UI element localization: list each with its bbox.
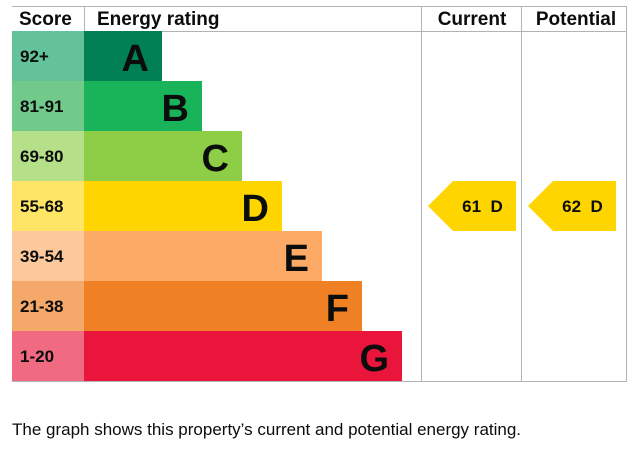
band-bar	[84, 181, 282, 231]
band-bar	[84, 231, 322, 281]
band-letter: D	[242, 188, 269, 230]
band-g: 1-20 G	[12, 331, 402, 381]
band-score-cell	[12, 131, 84, 181]
rating-markers: 61 D 62 D	[428, 181, 616, 231]
band-f: 21-38 F	[12, 281, 362, 331]
band-letter: A	[122, 38, 149, 80]
potential-marker-label: 62 D	[562, 197, 603, 216]
band-score-label: 21-38	[20, 297, 63, 316]
band-d: 55-68 D	[12, 181, 282, 231]
band-letter: E	[284, 238, 309, 280]
band-score-label: 39-54	[20, 247, 64, 266]
epc-chart: Score Energy rating Current Potential 92…	[12, 6, 627, 382]
current-rating-marker: 61 D	[428, 181, 516, 231]
header-score: Score	[19, 9, 72, 30]
band-score-label: 81-91	[20, 97, 63, 116]
band-score-cell	[12, 181, 84, 231]
band-score-label: 69-80	[20, 147, 63, 166]
band-letter: F	[326, 288, 349, 330]
band-letter: G	[359, 338, 389, 380]
potential-rating-marker: 62 D	[528, 181, 616, 231]
band-bar	[84, 31, 162, 81]
header-energy-rating: Energy rating	[97, 9, 219, 30]
band-letter: C	[202, 138, 229, 180]
header-current: Current	[438, 9, 507, 30]
band-score-label: 92+	[20, 47, 49, 66]
band-c: 69-80 C	[12, 131, 242, 181]
band-score-cell	[12, 331, 84, 381]
current-marker-arrow	[428, 181, 516, 231]
band-score-cell	[12, 81, 84, 131]
chart-caption: The graph shows this property’s current …	[12, 420, 522, 439]
band-score-cell	[12, 231, 84, 281]
potential-marker-arrow	[528, 181, 616, 231]
band-e: 39-54 E	[12, 231, 322, 281]
band-score-cell	[12, 31, 84, 81]
band-score-cell	[12, 281, 84, 331]
band-a: 92+ A	[12, 31, 162, 81]
band-bar	[84, 131, 242, 181]
rating-bands: 92+ A 81-91 B 69-80 C 55-68 D 39-54 E 21-38 F 1-20 G	[12, 31, 402, 381]
band-score-label: 55-68	[20, 197, 63, 216]
band-score-label: 1-20	[20, 347, 54, 366]
band-bar	[84, 281, 362, 331]
band-letter: B	[162, 88, 189, 130]
current-marker-label: 61 D	[462, 197, 503, 216]
band-bar	[84, 331, 402, 381]
band-bar	[84, 81, 202, 131]
header-potential: Potential	[536, 9, 616, 30]
band-b: 81-91 B	[12, 81, 202, 131]
